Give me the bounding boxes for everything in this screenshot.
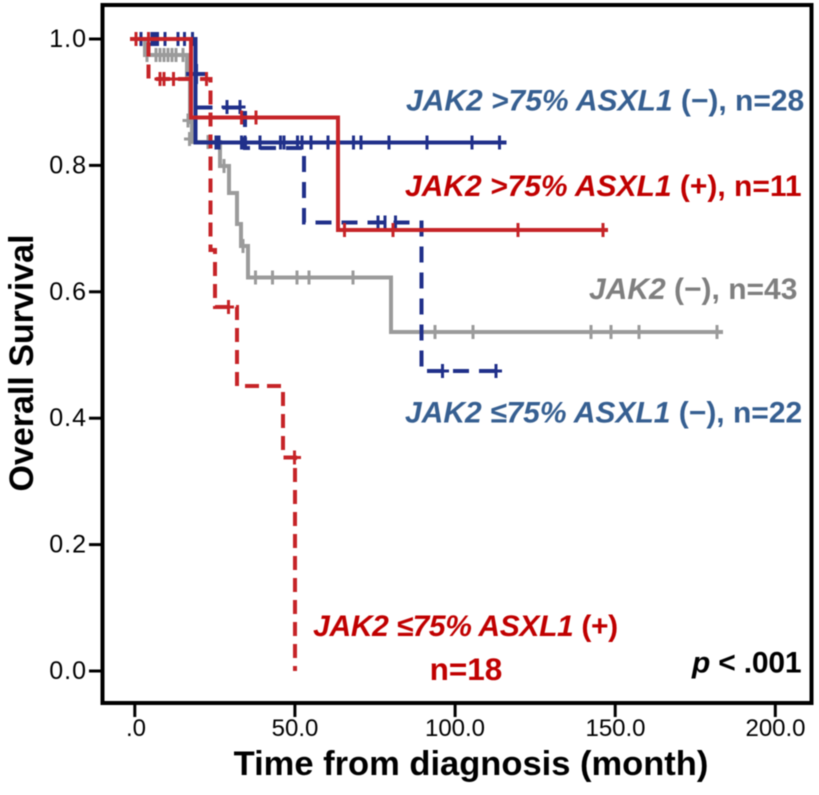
svg-text:Overall Survival: Overall Survival [3,234,41,491]
svg-text:0.6: 0.6 [49,278,87,306]
svg-text:p < .001: p < .001 [691,647,801,680]
svg-text:0.2: 0.2 [49,531,87,559]
svg-text:0.0: 0.0 [49,657,87,685]
svg-text:0.8: 0.8 [49,151,87,179]
svg-text:.0: .0 [126,715,146,742]
svg-text:1.0: 1.0 [49,25,87,53]
svg-text:JAK2 >75% ASXL1 (+), n=11: JAK2 >75% ASXL1 (+), n=11 [405,170,802,203]
svg-text:n=18: n=18 [430,651,503,687]
svg-text:150.0: 150.0 [585,715,645,742]
svg-text:100.0: 100.0 [425,715,485,742]
svg-text:Time from diagnosis (month): Time from diagnosis (month) [234,745,709,783]
svg-text:JAK2 ≤75% ASXL1 (−), n=22: JAK2 ≤75% ASXL1 (−), n=22 [405,397,802,430]
svg-text:200.0: 200.0 [745,715,805,742]
svg-text:JAK2 ≤75% ASXL1 (+): JAK2 ≤75% ASXL1 (+) [313,610,618,643]
svg-text:0.4: 0.4 [49,404,87,432]
svg-text:JAK2 (−), n=43: JAK2 (−), n=43 [589,273,797,306]
svg-text:JAK2 >75% ASXL1 (−), n=28: JAK2 >75% ASXL1 (−), n=28 [406,85,804,118]
svg-text:50.0: 50.0 [272,715,319,742]
